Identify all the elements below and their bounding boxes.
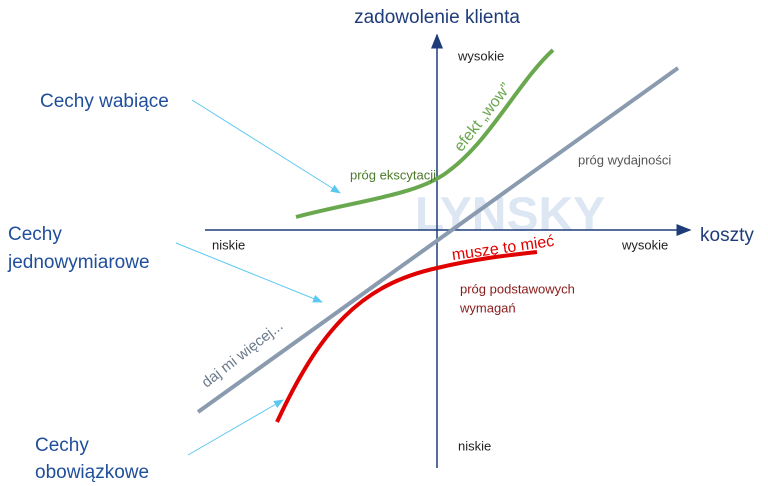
category-label: Cechy xyxy=(8,224,62,245)
x-high-label: wysokie xyxy=(621,237,668,252)
must-be-curve xyxy=(275,250,538,423)
category-label: Cechy wabiące xyxy=(40,91,169,112)
threshold-label: próg podstawowych xyxy=(460,281,575,296)
threshold-label: próg wydajności xyxy=(578,152,671,167)
category-label: jednowymiarowe xyxy=(7,252,150,273)
pointer-arrow xyxy=(191,99,341,194)
pointer-arrow xyxy=(187,399,284,456)
x-low-label: niskie xyxy=(212,237,245,252)
one-dimensional-line xyxy=(196,66,680,414)
y-low-label: niskie xyxy=(458,438,491,453)
curve-label: efekt „wow” xyxy=(451,80,515,155)
category-label: Cechy xyxy=(35,435,89,456)
x-axis-title: koszty xyxy=(700,225,754,246)
y-axis-title: zadowolenie klienta xyxy=(354,7,520,28)
pointer-arrow xyxy=(175,242,323,303)
attractive-curve xyxy=(295,48,555,219)
threshold-label: próg ekscytacji xyxy=(350,167,436,182)
y-high-label: wysokie xyxy=(457,48,504,63)
threshold-label: wymagań xyxy=(459,300,516,315)
category-label: obowiązkowe xyxy=(35,462,149,483)
